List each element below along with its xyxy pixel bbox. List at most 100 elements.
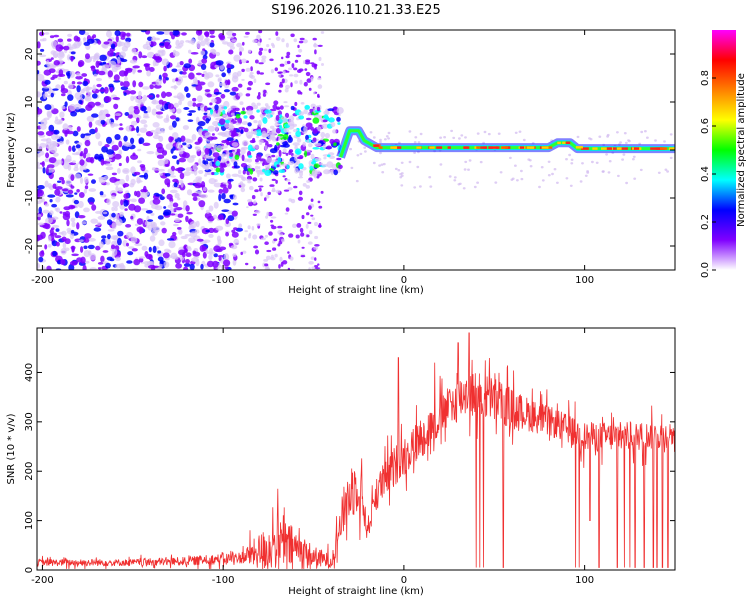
spectrogram-cell [178, 94, 185, 102]
colorbar-tick-label: 0.0 [700, 262, 711, 278]
spectrogram-cell [126, 260, 133, 264]
spectrogram-cell [175, 207, 183, 211]
spectrogram-cell [255, 162, 260, 165]
spectrogram-cell [159, 42, 166, 46]
spectrogram-cell [112, 201, 120, 208]
spectrogram-cell [413, 186, 417, 189]
spectrogram-cell [278, 89, 282, 93]
spectrogram-cell [42, 37, 47, 42]
spectrogram-cell [147, 51, 155, 59]
snr-y-label: SNR (10 * v/v) [6, 413, 17, 484]
spectrogram-cell [169, 31, 173, 36]
spectrogram-cell [156, 31, 165, 35]
spectrogram-cell [320, 31, 325, 34]
spectrogram-cell [125, 156, 130, 164]
spectrogram-cell [106, 256, 114, 261]
spectrogram-cell [117, 237, 122, 246]
spectrogram-cell [85, 96, 90, 101]
spectrogram-cell [197, 34, 204, 41]
spectrogram-cell [73, 199, 79, 205]
spectrogram-cell [240, 146, 249, 150]
spectrogram-cell [232, 253, 237, 257]
spectrogram-cell [317, 263, 320, 266]
spectrogram-cell [333, 169, 339, 176]
spectrogram-cell [38, 206, 42, 214]
spectrogram-cell [164, 173, 171, 177]
spectrogram-cell [77, 215, 86, 219]
spectrogram-cell [520, 169, 523, 173]
spectrogram-cell [184, 248, 188, 254]
spectrogram-cell [231, 86, 239, 92]
spectrogram-cell [400, 184, 404, 187]
spectrogram-cell [107, 50, 114, 57]
spectrogram-cell [67, 94, 74, 101]
spectrogram-cell [225, 231, 230, 237]
spectrogram-cell [261, 55, 267, 60]
spectrogram-cell [241, 176, 247, 182]
spectrogram-cell [47, 164, 55, 169]
spectrogram-cell [290, 198, 296, 204]
spectrogram-cell [270, 224, 275, 227]
spectrogram-cell [226, 63, 231, 70]
spectrogram-cell [275, 36, 281, 41]
spectrogram-cell [182, 142, 187, 146]
spectrogram-cell [70, 185, 75, 189]
spectrogram-cell [277, 243, 281, 247]
spectrogram-cell [114, 134, 121, 140]
spectrogram-cell [226, 137, 234, 142]
spectrogram-cell [109, 86, 114, 93]
spectrogram-cell [76, 72, 81, 77]
spectrogram-cell [44, 79, 51, 85]
spectrogram-cell [74, 163, 79, 169]
spectrogram-cell [231, 210, 238, 217]
spectrogram-cell [102, 61, 107, 65]
spectrogram-cell [232, 32, 237, 37]
spectrogram-cell [292, 142, 300, 146]
spectrogram-cell [115, 256, 121, 262]
spectrogram-cell [99, 54, 107, 61]
spectrogram-cell [180, 181, 184, 188]
spectrogram-cell [296, 223, 302, 228]
spectrogram-cell [305, 134, 309, 141]
spectrogram-cell [253, 105, 258, 110]
spectrogram-cell [110, 43, 116, 50]
spectrogram-cell [218, 132, 226, 136]
spectrogram-cell [226, 173, 231, 179]
spectrogram-cell [271, 178, 276, 181]
spectrogram-cell [213, 245, 221, 252]
spectrogram-cell [278, 169, 286, 174]
colorbar-tick-label: 0.4 [700, 166, 711, 182]
spectrogram-cell [208, 227, 215, 233]
spectrogram-cell [128, 246, 135, 250]
colorbar-label: Normalized spectral amplitude [736, 73, 747, 227]
spectrogram-cell [281, 78, 285, 84]
spectrogram-cell [48, 235, 52, 242]
spectrogram-cell [203, 174, 208, 177]
spectrogram-cell [133, 51, 140, 55]
spectrogram-cell [226, 42, 235, 47]
spectrogram-cell [44, 104, 52, 111]
spectrogram-cell [178, 150, 184, 155]
x-tick-label: 100 [575, 575, 594, 586]
spectrogram-cell [218, 193, 222, 202]
spectrogram-cell [104, 238, 111, 245]
spectrogram-cell [311, 169, 318, 176]
spectrogram-cell [45, 130, 54, 137]
spectrogram-cell [64, 101, 68, 107]
spectrogram-cell [299, 227, 304, 233]
spectrogram-cell [242, 107, 245, 111]
spectrogram-cell [272, 170, 279, 175]
spectrogram-cell [214, 64, 219, 69]
spectrogram-cell [279, 124, 283, 130]
spectrogram-cell [123, 135, 128, 142]
figure-title: S196.2026.110.21.33.E25 [271, 3, 440, 18]
spectrogram-cell [188, 58, 193, 64]
spectrogram-cell [123, 193, 129, 199]
spectrogram-cell [111, 222, 117, 230]
spectrogram-cell [266, 211, 270, 217]
spectrogram-cell [100, 159, 105, 166]
spectrogram-cell [553, 168, 557, 171]
spectrogram-cell [45, 217, 53, 224]
spectrogram-cell [176, 159, 180, 165]
spectrogram-cell [231, 142, 239, 147]
